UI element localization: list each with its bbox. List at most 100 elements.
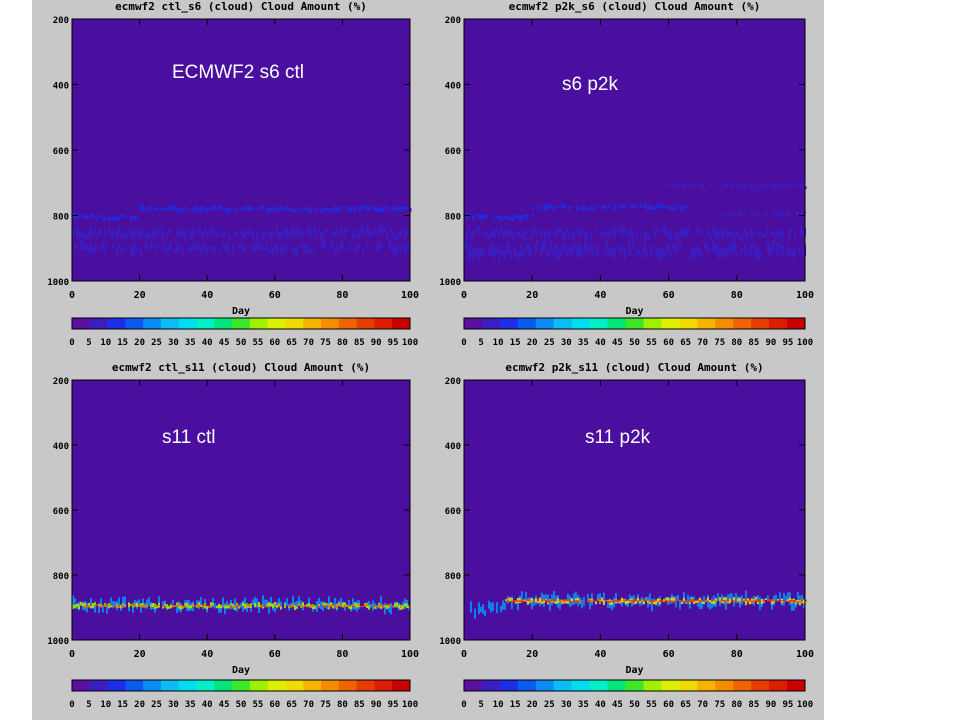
cloud-streak (674, 182, 677, 187)
cloud-streak (361, 205, 364, 209)
cloud-streak (504, 216, 506, 220)
cloud-streak (350, 242, 352, 252)
colorbar-swatch (643, 680, 662, 691)
colorbar-label: 20 (134, 700, 145, 710)
cloud-streak (596, 226, 598, 233)
cloud-streak (323, 207, 326, 210)
colorbar-swatch (125, 318, 144, 329)
cloud-streak (712, 600, 715, 605)
cloud-streak (680, 229, 682, 236)
cloud-streak (284, 242, 286, 251)
cloud-streak (672, 183, 675, 189)
cloud-streak (548, 598, 551, 611)
cloud-streak (782, 228, 784, 239)
colorbar: 0 5 10 15 20 25 30 35 40 45 50 55 60 65 70 75 80 85 90 95 10… (461, 679, 813, 710)
cloud-streak (480, 247, 482, 259)
cloud-streak (130, 246, 132, 257)
cloud-streak (132, 215, 134, 219)
cloud-streak (300, 242, 302, 247)
cloud-streak (757, 213, 760, 218)
cloud-streak (179, 206, 182, 210)
cloud-streak (353, 207, 356, 213)
cloud-streak (198, 602, 200, 607)
colorbar-label: 25 (151, 338, 162, 348)
cloud-streak (500, 225, 502, 234)
colorbar-label: 55 (252, 338, 263, 348)
cloud-streak (271, 208, 274, 211)
colorbar-label: 20 (527, 338, 538, 348)
cloud-streak (754, 248, 756, 259)
cloud-streak (476, 226, 478, 233)
x-tick-label: 100 (796, 649, 814, 660)
cloud-streak (478, 247, 480, 260)
cloud-streak (186, 228, 188, 234)
cloud-streak (622, 226, 624, 234)
chart-title: ecmwf2 p2k_s6 (cloud) Cloud Amount (%) (509, 0, 761, 13)
cloud-streak (672, 600, 675, 603)
cloud-streak (568, 231, 570, 241)
cloud-streak (512, 232, 514, 242)
cloud-streak (104, 603, 106, 607)
cloud-streak (566, 601, 569, 604)
cloud-streak (200, 230, 202, 236)
cloud-streak (294, 227, 296, 237)
colorbar-swatch (392, 680, 411, 691)
cloud-streak (550, 599, 553, 602)
cloud-streak (552, 599, 555, 602)
cloud-streak (692, 600, 695, 602)
cloud-streak (320, 231, 322, 240)
cloud-streak (344, 602, 346, 607)
cloud-streak (702, 184, 705, 189)
cloud-streak (245, 206, 248, 209)
cloud-streak (122, 228, 124, 238)
cloud-streak (698, 601, 701, 610)
cloud-streak (794, 602, 797, 608)
cloud-streak (406, 229, 408, 236)
cloud-streak (632, 600, 635, 604)
cloud-streak (164, 241, 166, 253)
cloud-streak (265, 207, 268, 213)
colorbar-swatch (143, 318, 162, 329)
cloud-streak (90, 605, 92, 609)
cloud-streak (112, 605, 114, 608)
colorbar-swatch (160, 680, 180, 691)
cloud-streak (130, 604, 132, 606)
cloud-streak (274, 242, 276, 251)
cloud-streak (700, 601, 703, 604)
cloud-streak (86, 244, 88, 250)
cloud-streak (704, 242, 706, 250)
cloud-streak (780, 232, 782, 242)
colorbar-swatch (321, 680, 340, 691)
cloud-streak (182, 606, 184, 609)
cloud-streak (736, 598, 739, 602)
cloud-streak (328, 596, 330, 607)
y-tick-label: 800 (53, 213, 69, 223)
colorbar-swatch (214, 680, 233, 691)
cloud-streak (646, 230, 648, 239)
cloud-streak (234, 605, 236, 608)
x-axis-label: Day (232, 306, 250, 317)
cloud-streak (262, 244, 264, 250)
cloud-streak (150, 604, 152, 606)
cloud-streak (580, 599, 583, 609)
cloud-streak (246, 229, 248, 235)
cloud-streak (184, 605, 186, 608)
cloud-streak (692, 183, 695, 187)
cloud-streak (360, 606, 362, 608)
cloud-streak (492, 213, 494, 217)
y-tick-label: 1000 (439, 278, 461, 288)
cloud-streak (408, 605, 410, 608)
cloud-streak (722, 250, 724, 261)
colorbar-label: 5 (478, 700, 483, 710)
cloud-streak (775, 213, 778, 218)
cloud-streak (724, 600, 727, 610)
cloud-streak (692, 596, 695, 602)
cloud-streak (542, 240, 544, 253)
cloud-streak (530, 217, 532, 220)
cloud-streak (648, 600, 651, 605)
cloud-streak (230, 604, 232, 607)
cloud-streak (138, 599, 140, 605)
cloud-streak (292, 604, 294, 607)
colorbar-label: 100 (402, 700, 418, 710)
cloud-streak (610, 600, 613, 611)
